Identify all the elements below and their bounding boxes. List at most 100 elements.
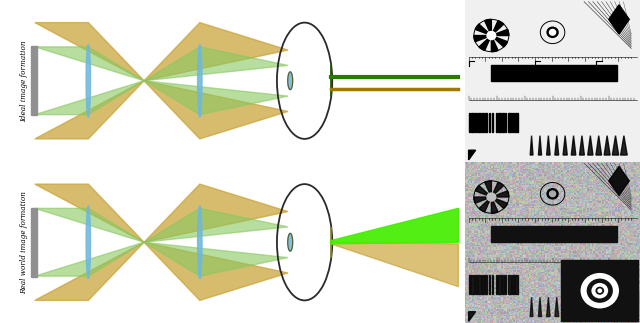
Wedge shape	[479, 197, 492, 212]
Polygon shape	[35, 23, 144, 81]
Wedge shape	[492, 197, 508, 208]
Bar	[468, 275, 470, 294]
Circle shape	[572, 265, 628, 317]
Circle shape	[591, 283, 608, 298]
Bar	[505, 275, 506, 294]
Polygon shape	[604, 297, 610, 317]
Polygon shape	[35, 81, 144, 115]
Ellipse shape	[86, 206, 90, 278]
Polygon shape	[572, 297, 576, 317]
Ellipse shape	[86, 45, 90, 117]
Polygon shape	[609, 5, 629, 34]
Polygon shape	[588, 136, 593, 155]
Wedge shape	[492, 182, 504, 197]
Polygon shape	[604, 136, 610, 155]
Bar	[492, 113, 493, 132]
Bar	[495, 113, 497, 132]
Ellipse shape	[288, 233, 292, 251]
Circle shape	[550, 191, 556, 197]
Bar	[475, 275, 477, 294]
Bar	[561, 260, 638, 321]
Polygon shape	[579, 297, 584, 317]
Bar	[505, 113, 506, 132]
Polygon shape	[144, 81, 288, 139]
Ellipse shape	[198, 206, 202, 278]
Ellipse shape	[288, 72, 292, 89]
Wedge shape	[474, 197, 492, 203]
Bar	[489, 113, 490, 132]
Polygon shape	[588, 297, 593, 317]
Polygon shape	[572, 136, 576, 155]
Bar	[478, 113, 481, 132]
Circle shape	[595, 287, 604, 295]
Polygon shape	[547, 297, 550, 317]
Wedge shape	[476, 186, 492, 197]
Circle shape	[587, 278, 613, 303]
Polygon shape	[621, 297, 627, 317]
Polygon shape	[144, 81, 288, 115]
Wedge shape	[476, 24, 492, 36]
Polygon shape	[596, 136, 602, 155]
Polygon shape	[621, 136, 627, 155]
Circle shape	[487, 31, 496, 39]
Polygon shape	[35, 184, 144, 242]
Bar	[478, 275, 481, 294]
Polygon shape	[35, 242, 144, 276]
Polygon shape	[596, 297, 602, 317]
Circle shape	[547, 189, 558, 199]
Polygon shape	[530, 136, 533, 155]
Bar	[468, 113, 470, 132]
Polygon shape	[331, 242, 458, 287]
Bar	[495, 275, 497, 294]
Bar	[499, 113, 501, 132]
Polygon shape	[35, 81, 144, 139]
Wedge shape	[492, 191, 509, 197]
Polygon shape	[612, 297, 619, 317]
Wedge shape	[492, 197, 498, 213]
Polygon shape	[538, 136, 541, 155]
Bar	[482, 113, 484, 132]
Bar	[515, 113, 518, 132]
Bar	[485, 275, 487, 294]
Wedge shape	[492, 36, 498, 52]
Polygon shape	[609, 166, 629, 195]
Ellipse shape	[198, 45, 202, 117]
Bar	[499, 275, 501, 294]
Wedge shape	[484, 19, 492, 36]
Bar	[508, 113, 511, 132]
Bar	[472, 113, 474, 132]
Wedge shape	[479, 36, 492, 50]
Bar	[31, 47, 37, 115]
Wedge shape	[474, 36, 492, 42]
Bar	[492, 65, 617, 81]
Bar	[472, 275, 474, 294]
Polygon shape	[555, 297, 559, 317]
Polygon shape	[35, 242, 144, 300]
Bar	[515, 275, 518, 294]
Circle shape	[598, 289, 602, 292]
Polygon shape	[579, 136, 584, 155]
Polygon shape	[612, 136, 619, 155]
Bar	[485, 113, 487, 132]
Polygon shape	[468, 150, 476, 160]
Bar	[489, 275, 490, 294]
Circle shape	[487, 193, 496, 201]
Bar	[31, 208, 37, 276]
Polygon shape	[144, 47, 288, 81]
Bar	[492, 226, 617, 242]
Bar	[475, 113, 477, 132]
Bar	[512, 113, 514, 132]
Bar	[482, 275, 484, 294]
Polygon shape	[331, 208, 458, 244]
Bar	[508, 275, 511, 294]
Polygon shape	[144, 23, 288, 81]
Polygon shape	[35, 208, 144, 242]
Wedge shape	[492, 29, 509, 36]
Polygon shape	[144, 242, 288, 276]
Circle shape	[547, 27, 558, 37]
Bar	[492, 275, 493, 294]
Bar	[512, 275, 514, 294]
Circle shape	[550, 29, 556, 35]
Polygon shape	[530, 297, 533, 317]
Polygon shape	[563, 297, 567, 317]
